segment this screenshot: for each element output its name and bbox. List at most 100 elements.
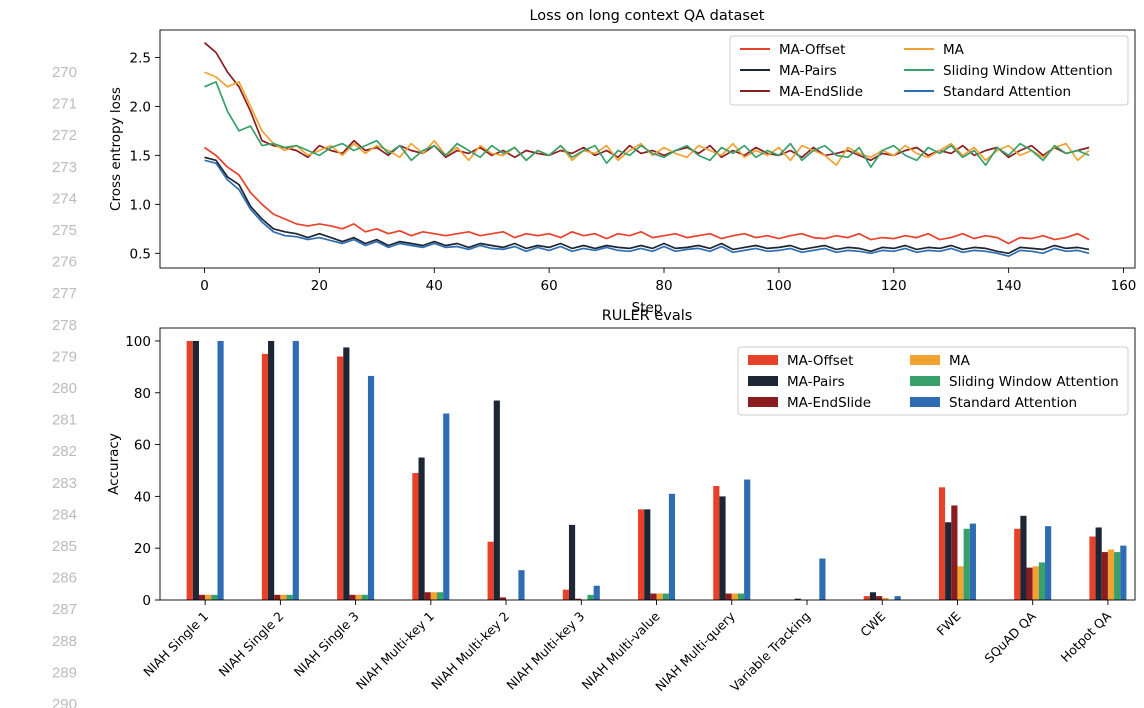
y-tick-label: 40 [134, 489, 151, 505]
x-tick-label: 120 [881, 278, 907, 294]
line-number: 275 [52, 222, 77, 239]
legend-swatch [910, 376, 940, 386]
plot-area: 0 20 40 60 80 100 120 140 160 0.5 1.0 1.5 2.0 2.5 MA-O… [130, 29, 1136, 294]
bar [894, 596, 901, 600]
bar-group [1014, 515, 1052, 600]
x-tick-label: 80 [655, 278, 672, 294]
bar-group [487, 400, 525, 600]
bar [1026, 567, 1033, 600]
bars [186, 340, 1127, 600]
bar [744, 479, 751, 600]
bar [869, 592, 877, 600]
line-number: 283 [52, 475, 77, 492]
line-number: 279 [52, 348, 77, 365]
axes-frame [159, 29, 1136, 269]
x-tick-label: NIAH Multi-value [579, 608, 663, 692]
bar-group [638, 493, 676, 600]
bar [593, 585, 600, 600]
legend-item: MA [910, 353, 971, 369]
bar [205, 594, 212, 600]
bar [418, 457, 425, 600]
y-tick-label: 100 [125, 334, 151, 350]
y-tick-label: 2.0 [130, 99, 151, 115]
bar [945, 522, 952, 600]
legend-item: MA-Pairs [748, 374, 845, 390]
bar [367, 375, 375, 600]
bar [412, 473, 419, 600]
bar [343, 347, 350, 600]
bar [568, 524, 576, 600]
legend-label: MA-Pairs [779, 63, 837, 79]
bar [1114, 552, 1121, 600]
plot-area: NIAH Single 1 NIAH Single 2 NIAH Single 3N… [125, 327, 1136, 695]
ruler-bar-chart: RULER evals Accuracy NIAH Single 1 NIAH S… [106, 308, 1136, 695]
x-tick-label: NIAH Multi-key 1 [353, 609, 437, 693]
line-number: 280 [52, 380, 77, 397]
x-tick-label: NIAH Single 3 [291, 609, 362, 680]
legend-item: MA-EndSlide [748, 395, 871, 411]
legend: MA-Offset MA-Pairs MA-EndSlide MA Sliding Wi… [748, 353, 1119, 411]
bar [186, 340, 193, 600]
bar [863, 596, 870, 600]
legend-swatch [910, 355, 940, 365]
bar-group [562, 524, 600, 600]
bar [957, 566, 964, 600]
legend: MA-Offset MA-Pairs MA-EndSlide MA Sliding Wi… [740, 42, 1113, 100]
legend-label: MA [949, 353, 971, 369]
y-ticks: 0.5 1.0 1.5 2.0 2.5 [130, 50, 160, 262]
bar [430, 592, 437, 600]
legend-swatch [748, 397, 778, 407]
x-ticks: NIAH Single 1 NIAH Single 2 NIAH Single 3N… [140, 600, 1114, 695]
bar [638, 509, 645, 600]
x-tick-label: FWE [934, 608, 964, 638]
bar-group [261, 340, 299, 600]
x-tick-label: 20 [311, 278, 328, 294]
line-number: 270 [52, 64, 77, 81]
axes-frame [159, 327, 1136, 601]
bar [876, 596, 883, 600]
bar [562, 589, 569, 600]
y-tick-label: 80 [134, 386, 151, 402]
x-tick-label: NIAH Single 2 [216, 609, 287, 680]
y-axis-label: Accuracy [106, 433, 122, 495]
legend-label: MA-Offset [779, 42, 845, 58]
x-tick-label: Hotpot QA [1058, 608, 1115, 665]
x-tick-label: 100 [766, 278, 792, 294]
legend-swatch [748, 355, 778, 365]
bar-group [412, 413, 450, 600]
legend-item: MA-Offset [748, 353, 853, 369]
bar [713, 486, 720, 600]
series-line [204, 146, 1090, 245]
bar [337, 356, 344, 600]
bar [1020, 515, 1027, 600]
line-number: 286 [52, 570, 77, 587]
bar [882, 597, 889, 600]
series-line [203, 42, 1090, 162]
legend-label: Sliding Window Attention [943, 63, 1113, 79]
series-line [204, 159, 1090, 258]
bar [192, 340, 199, 600]
line-number: 276 [52, 254, 77, 271]
legend-label: MA [943, 42, 965, 58]
line-number: 272 [52, 127, 77, 144]
bar [575, 598, 582, 600]
line-number: 282 [52, 443, 77, 460]
bar [1107, 549, 1115, 600]
x-tick-label: 40 [426, 278, 443, 294]
legend-item: Standard Attention [910, 395, 1077, 411]
x-tick-label: SQuAD QA [981, 608, 1039, 666]
bar [1101, 552, 1108, 600]
line-numbers: 270 271 272 273 274 275 276 277 278 279 280 281 282 2… [52, 64, 77, 708]
line-number: 285 [52, 538, 77, 555]
x-tick-label: CWE [857, 608, 888, 639]
legend-swatch [748, 376, 778, 386]
y-tick-label: 60 [134, 438, 151, 454]
line-number: 273 [52, 159, 77, 176]
bar [1045, 526, 1052, 600]
bar [487, 541, 494, 600]
bar [499, 597, 507, 600]
bar [963, 528, 970, 600]
bar [292, 340, 299, 600]
bar-group [863, 592, 901, 600]
